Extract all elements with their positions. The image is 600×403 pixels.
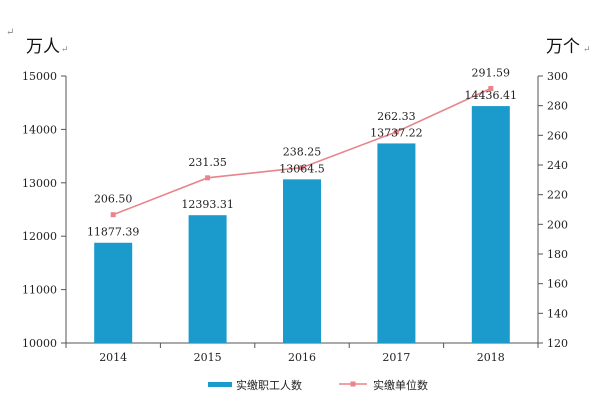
y-left-tick-label: 12000 [22,230,57,243]
legend-line-label: 实缴单位数 [373,378,428,392]
bar-value-label: 12393.31 [181,198,234,211]
legend-bar-swatch [208,382,232,387]
line-point [299,165,305,171]
bar [471,106,510,343]
y-right-tick-label: 120 [547,337,568,350]
line-value-label: 262.33 [377,110,416,123]
bar [94,242,133,343]
line-series [110,85,494,218]
line-point [393,129,399,135]
y-right-tick-label: 140 [547,307,568,320]
y-right-tick-label: 160 [547,278,568,291]
axes: 10000 11000 12000 13000 14000 15000 120 140 160 1… [22,70,568,364]
right-axis-unit-group: 万个 ↵ [546,37,591,57]
y-left-tick-label: 10000 [22,337,57,350]
line-point [205,175,211,181]
return-mark-right-unit-icon: ↵ [583,45,591,55]
left-axis-unit: 万人 [26,37,60,57]
x-tick-label: 2018 [477,351,505,364]
y-right-tick-label: 280 [547,100,568,113]
left-axis-unit-group: ↵ 万人 ↵ [6,27,69,57]
y-right-tick-label: 180 [547,248,568,261]
y-right-tick-label: 240 [547,159,568,172]
y-left-tick-label: 15000 [22,70,57,83]
return-mark-left-unit-icon: ↵ [61,45,69,55]
y-right-tick-label: 260 [547,129,568,142]
y-left-tick-label: 14000 [22,123,57,136]
data-labels: 11877.39 12393.31 13064.5 13737.22 14436.41 2… [87,66,517,238]
line-value-label: 291.59 [472,66,511,79]
y-right-tick-label: 220 [547,189,568,202]
line-value-label: 206.50 [94,193,133,206]
legend: 实缴职工人数 实缴单位数 [208,378,428,392]
bar-value-label: 11877.39 [87,226,140,239]
right-axis-unit: 万个 [546,37,580,57]
line-value-label: 231.35 [188,156,227,169]
legend-line-marker [350,381,356,387]
line-value-label: 238.25 [283,146,322,159]
y-right-tick-label: 200 [547,218,568,231]
x-tick-label: 2014 [99,351,127,364]
y-left-tick-label: 13000 [22,177,57,190]
bar-series [94,106,510,343]
return-mark-left-icon: ↵ [6,27,14,38]
bar [377,143,416,343]
legend-bar-label: 实缴职工人数 [236,378,302,392]
bar-value-label: 14436.41 [465,89,518,102]
x-tick-label: 2017 [382,351,410,364]
y-left-tick-label: 11000 [22,284,57,297]
line-point [110,212,116,218]
x-tick-label: 2016 [288,351,316,364]
bar [188,215,227,343]
line-point [488,85,494,91]
x-tick-label: 2015 [194,351,222,364]
bar [283,179,321,343]
y-right-tick-label: 300 [547,70,568,83]
bar-value-label: 13737.22 [370,126,423,139]
bar-value-label: 13064.5 [279,162,325,175]
